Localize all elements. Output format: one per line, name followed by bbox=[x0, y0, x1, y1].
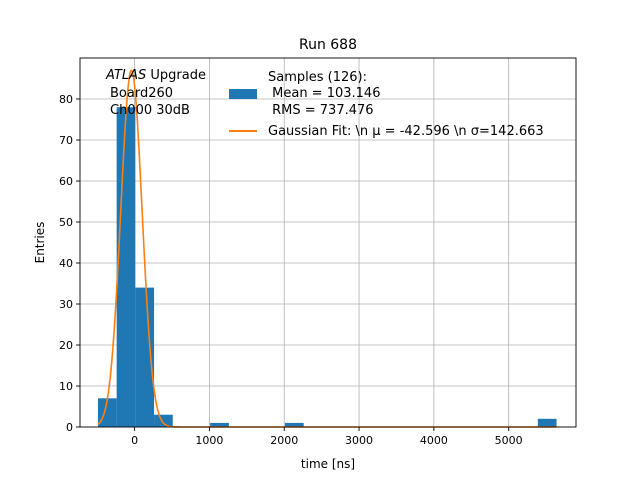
annotation-atlas: ATLAS bbox=[105, 68, 146, 83]
x-axis-label: time [ns] bbox=[301, 457, 355, 471]
legend-histogram-swatch bbox=[229, 89, 257, 99]
chart-title: Run 688 bbox=[299, 37, 357, 53]
histogram-bar bbox=[116, 107, 136, 427]
histogram-bar bbox=[97, 398, 117, 427]
legend-fit-label: Gaussian Fit: \n μ = -42.596 \n σ=142.66… bbox=[268, 124, 544, 139]
histogram-bar bbox=[537, 418, 557, 427]
legend-samples-line-3: RMS = 737.476 bbox=[268, 103, 374, 118]
histogram-bar bbox=[135, 287, 155, 427]
y-axis-label: Entries bbox=[33, 222, 47, 264]
histogram-bar bbox=[154, 414, 173, 427]
annotation-board: Board260 bbox=[110, 86, 173, 101]
annotation-channel: Ch000 30dB bbox=[110, 103, 190, 118]
x-tick-label: 4000 bbox=[420, 434, 448, 447]
annotation-line-1: ATLAS Upgrade bbox=[105, 68, 206, 83]
legend-samples-line-1: Samples (126): bbox=[268, 70, 367, 85]
y-tick-label: 60 bbox=[59, 175, 73, 188]
annotation-upgrade: Upgrade bbox=[146, 68, 206, 83]
histogram-bar bbox=[284, 422, 304, 427]
x-tick-label: 2000 bbox=[270, 434, 298, 447]
y-tick-label: 70 bbox=[59, 134, 73, 147]
y-tick-label: 10 bbox=[59, 380, 73, 393]
y-tick-label: 50 bbox=[59, 216, 73, 229]
atlas-annotation: ATLAS Upgrade Board260 Ch000 30dB bbox=[105, 68, 206, 118]
y-tick-label: 80 bbox=[59, 93, 73, 106]
plot-frame bbox=[79, 57, 577, 428]
y-tick-label: 0 bbox=[66, 421, 73, 434]
x-tick-label: 3000 bbox=[345, 434, 373, 447]
y-tick-label: 20 bbox=[59, 339, 73, 352]
x-tick-label: 0 bbox=[131, 434, 138, 447]
y-tick-label: 30 bbox=[59, 298, 73, 311]
grid-lines bbox=[80, 58, 576, 428]
x-tick-label: 5000 bbox=[495, 434, 523, 447]
legend-samples-line-2: Mean = 103.146 bbox=[268, 86, 380, 101]
histogram-bar bbox=[210, 422, 229, 427]
y-tick-label: 40 bbox=[59, 257, 73, 270]
axis-ticks: 0 1000 2000 3000 4000 5000 0 10 20 30 40 50 60 70 80 bbox=[59, 93, 523, 447]
legend: Samples (126): Mean = 103.146 RMS = 737.… bbox=[229, 70, 544, 139]
x-tick-label: 1000 bbox=[195, 434, 223, 447]
